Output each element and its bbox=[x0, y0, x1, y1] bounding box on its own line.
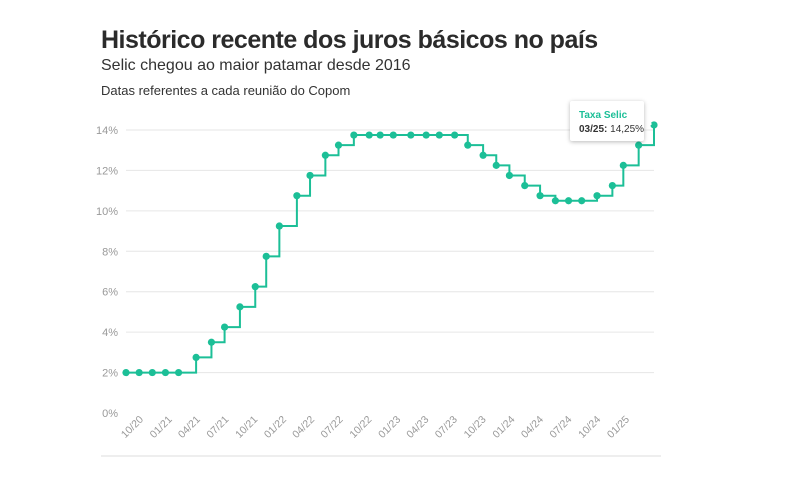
data-point bbox=[236, 303, 244, 311]
x-tick-label: 10/20 bbox=[119, 414, 146, 441]
data-point bbox=[148, 368, 156, 377]
x-tick-label: 10/24 bbox=[576, 414, 603, 441]
data-point bbox=[650, 121, 658, 129]
x-tick-label: 01/25 bbox=[605, 414, 632, 441]
y-tick-label: 0% bbox=[102, 408, 118, 420]
x-tick-label: 07/21 bbox=[204, 414, 231, 441]
data-point bbox=[174, 368, 183, 377]
data-point bbox=[451, 131, 459, 139]
data-point bbox=[293, 192, 301, 200]
y-tick-label: 6% bbox=[102, 287, 118, 299]
data-point bbox=[321, 151, 329, 159]
data-point bbox=[536, 192, 544, 200]
data-point bbox=[376, 131, 384, 139]
data-point bbox=[551, 197, 560, 205]
x-tick-label: 04/22 bbox=[290, 414, 317, 441]
data-point bbox=[407, 131, 415, 139]
x-tick-label: 04/23 bbox=[404, 414, 431, 441]
data-point bbox=[192, 353, 200, 362]
x-tick-label: 01/24 bbox=[490, 414, 517, 441]
data-point bbox=[492, 161, 500, 169]
chart-note: Datas referentes a cada reunião do Copom bbox=[101, 83, 351, 98]
data-point bbox=[135, 368, 143, 377]
data-points bbox=[122, 121, 658, 377]
tooltip-date: 03/25 bbox=[579, 124, 605, 135]
data-point bbox=[207, 338, 216, 346]
data-point bbox=[593, 192, 601, 200]
data-point bbox=[608, 181, 616, 190]
x-axis-ticks: 10/20 01/21 04/21 07/21 10/21 01/22 04/22 07/22… bbox=[119, 414, 632, 441]
x-tick-label: 04/21 bbox=[176, 414, 203, 441]
data-point bbox=[262, 252, 270, 260]
data-point bbox=[122, 368, 130, 377]
y-tick-label: 10% bbox=[96, 206, 118, 218]
y-tick-label: 12% bbox=[96, 165, 118, 177]
data-point bbox=[564, 197, 573, 205]
data-point bbox=[479, 151, 487, 159]
x-tick-label: 10/21 bbox=[233, 414, 260, 441]
x-tick-label: 04/24 bbox=[519, 414, 546, 441]
data-point bbox=[275, 222, 283, 230]
data-point bbox=[578, 197, 586, 205]
data-point bbox=[521, 181, 529, 190]
y-tick-label: 14% bbox=[96, 125, 118, 137]
tooltip-arrow bbox=[646, 118, 652, 130]
x-tick-label: 07/22 bbox=[319, 414, 346, 441]
chart-subtitle: Selic chegou ao maior patamar desde 2016 bbox=[101, 57, 411, 74]
tooltip-value: 14,25% bbox=[610, 124, 645, 135]
data-point bbox=[505, 171, 514, 180]
data-point bbox=[435, 131, 443, 139]
x-tick-label: 01/21 bbox=[148, 414, 175, 441]
data-point bbox=[635, 141, 643, 149]
data-point bbox=[422, 131, 430, 139]
selic-series-line bbox=[126, 124, 655, 374]
data-point bbox=[464, 141, 472, 149]
grid-lines bbox=[126, 129, 654, 374]
tooltip-series-name: Taxa Selic bbox=[579, 110, 628, 121]
y-tick-label: 8% bbox=[102, 246, 118, 258]
x-tick-label: 07/23 bbox=[433, 414, 460, 441]
data-point bbox=[334, 141, 343, 149]
y-tick-label: 4% bbox=[102, 327, 118, 339]
y-axis-ticks: 0% 2% 4% 6% 8% 10% 12% 14% bbox=[96, 125, 118, 420]
data-point bbox=[220, 323, 229, 331]
x-tick-label: 07/24 bbox=[547, 414, 574, 441]
data-point bbox=[350, 131, 358, 139]
data-point bbox=[251, 283, 259, 291]
data-point bbox=[619, 161, 627, 169]
x-tick-label: 10/22 bbox=[347, 414, 374, 441]
data-point bbox=[306, 171, 314, 180]
data-point bbox=[389, 131, 397, 139]
chart-title: Histórico recente dos juros básicos no p… bbox=[101, 26, 598, 54]
y-tick-label: 2% bbox=[102, 368, 118, 380]
data-point bbox=[161, 368, 170, 377]
x-tick-label: 01/22 bbox=[262, 414, 289, 441]
x-tick-label: 01/23 bbox=[376, 414, 403, 441]
tooltip: Taxa Selic 03/25: 14,25% bbox=[570, 101, 644, 141]
tooltip-value-line: 03/25: 14,25% bbox=[579, 124, 645, 135]
x-tick-label: 10/23 bbox=[462, 414, 489, 441]
data-point bbox=[365, 131, 373, 139]
